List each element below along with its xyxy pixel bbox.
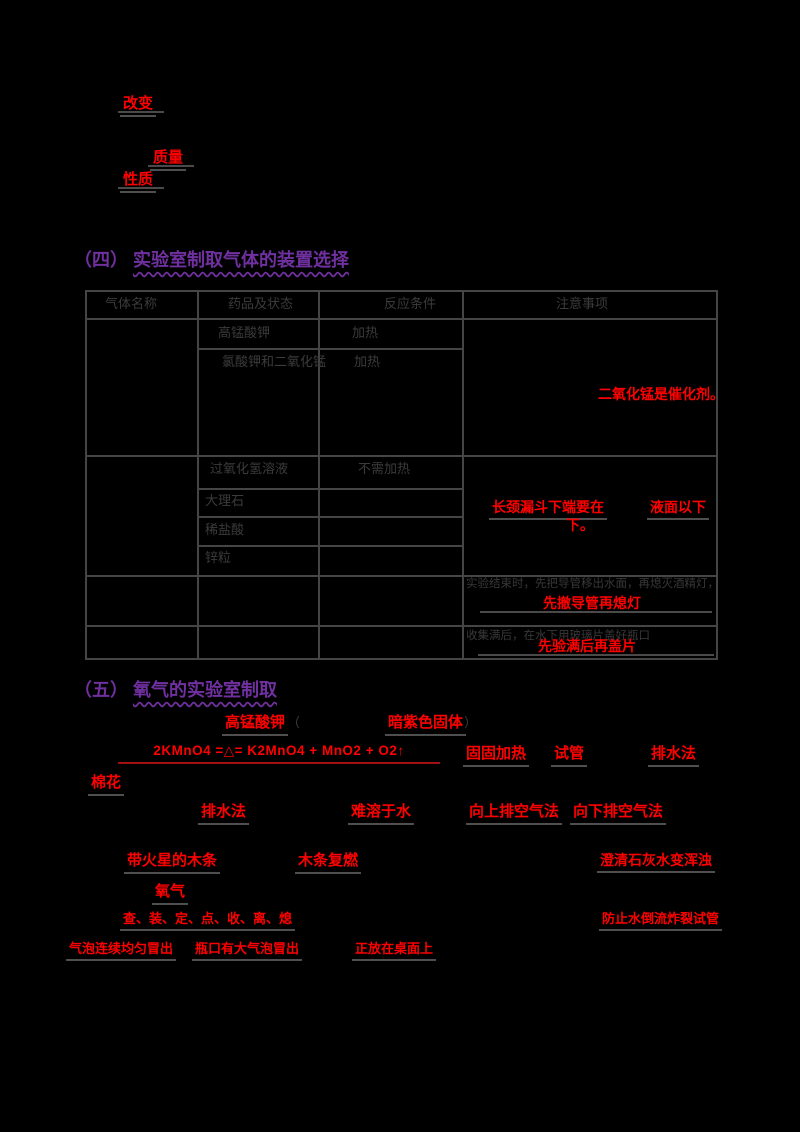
- note7-answer-1: 查、装、定、点、收、离、熄: [120, 908, 296, 931]
- note2-answer-2: 试管: [551, 742, 588, 767]
- cell-r2c2b: 大理石: [205, 493, 245, 508]
- note3-answer-1-text: 棉花: [88, 774, 125, 796]
- note8-answer-2-text: 瓶口有大气泡冒出: [192, 941, 303, 961]
- answer-r2c4-part3: 下。: [566, 517, 594, 533]
- note5-answer-1: 带火星的木条: [124, 849, 221, 874]
- note5-answer-1-text: 带火星的木条: [124, 852, 221, 874]
- note1-paren-close: ）: [464, 715, 478, 730]
- intro-blank-1: [118, 111, 164, 113]
- note5-answer-2-text: 木条复燃: [295, 852, 362, 874]
- note2-equation: 2KMnO4 =△= K2MnO4 + MnO2 + O2↑: [118, 742, 440, 764]
- intro-answer-2: 质量: [150, 146, 187, 171]
- table-header-col2: 药品及状态: [228, 296, 294, 311]
- cell-r1c3a: 加热: [352, 325, 379, 340]
- cell-r1c2a: 高锰酸钾: [218, 325, 271, 340]
- note2-answer-3: 排水法: [648, 742, 700, 767]
- section-heading-five: （五） 氧气的实验室制取: [74, 676, 277, 702]
- gas-preparation-table: [85, 290, 718, 660]
- note6-answer-1: 氧气: [152, 880, 189, 905]
- note3-answer-1: 棉花: [88, 771, 125, 796]
- table-header-col3: 反应条件: [384, 296, 437, 311]
- note5-answer-3: 澄清石灰水变浑浊: [597, 850, 715, 873]
- cell-r3c4-faint: 实验结束时，先把导管移出水面，再熄灭酒精灯，: [466, 578, 714, 590]
- note7-answer-2-text: 防止水倒流炸裂试管: [599, 911, 723, 931]
- note4-answer-2-text: 难溶于水: [348, 803, 415, 825]
- cell-r2c3a: 不需加热: [358, 461, 411, 476]
- note8-answer-1: 气泡连续均匀冒出: [66, 938, 177, 961]
- note5-answer-2: 木条复燃: [295, 849, 362, 874]
- note4-answer-3-text: 向上排空气法: [466, 803, 563, 825]
- table-col-line-3: [462, 290, 464, 660]
- note4-answer-2: 难溶于水: [348, 800, 415, 825]
- cell-r1c2b: 氯酸钾和二氧化锰: [222, 354, 327, 369]
- answer-r1c4: 二氧化锰是催化剂。: [598, 386, 724, 402]
- answer-r2c4-part1-text: 长颈漏斗下端要在: [489, 499, 607, 520]
- answer-r2c4-part1: 长颈漏斗下端要在: [489, 497, 607, 520]
- section-heading-four: （四） 实验室制取气体的装置选择: [74, 246, 349, 272]
- note2-answer-1-text: 固固加热: [463, 745, 530, 767]
- intro-answer-1-text: 改变: [120, 95, 157, 117]
- note8-answer-3-text: 正放在桌面上: [352, 941, 437, 961]
- table-subrow-line-2: [197, 488, 462, 490]
- table-row-line-3: [85, 625, 718, 627]
- note2-answer-2-text: 试管: [551, 745, 588, 767]
- note1-answer-2: 暗紫色固体: [385, 711, 467, 736]
- note7-answer-2: 防止水倒流炸裂试管: [599, 908, 723, 931]
- table-row-line-1: [85, 455, 718, 457]
- note4-answer-4-text: 向下排空气法: [570, 803, 667, 825]
- heading-five-title: 氧气的实验室制取: [133, 680, 278, 700]
- table-subrow-line-3: [197, 516, 462, 518]
- note1-answer-1: 高锰酸钾: [222, 711, 289, 736]
- note4-answer-1: 排水法: [198, 800, 250, 825]
- answer-r2c4-part2-text: 液面以下: [647, 499, 709, 520]
- table-subrow-line-1: [197, 348, 462, 350]
- note8-answer-2: 瓶口有大气泡冒出: [192, 938, 303, 961]
- note1-paren-open: （: [287, 715, 301, 730]
- table-row-line-header: [85, 318, 718, 320]
- note4-answer-4: 向下排空气法: [570, 800, 667, 825]
- note6-answer-1-text: 氧气: [152, 883, 189, 905]
- intro-blank-2: [148, 165, 194, 167]
- note4-answer-1-text: 排水法: [198, 803, 250, 825]
- cell-r2c2a: 过氧化氢溶液: [210, 461, 289, 476]
- note5-answer-3-text: 澄清石灰水变浑浊: [597, 852, 715, 873]
- cell-r1c3b: 加热: [354, 354, 381, 369]
- heading-four-title: 实验室制取气体的装置选择: [133, 250, 350, 270]
- answer-r4c4: 先验满后再盖片: [538, 638, 636, 654]
- note2-answer-1: 固固加热: [463, 742, 530, 767]
- note2-answer-3-text: 排水法: [648, 745, 700, 767]
- note7-answer-1-text: 查、装、定、点、收、离、熄: [120, 911, 296, 931]
- note1-answer-2-text: 暗紫色固体: [385, 714, 467, 736]
- answer-r3c4: 先撤导管再熄灯: [543, 595, 641, 611]
- heading-four-number: （四）: [74, 250, 128, 270]
- cell-r4c4-faint: 收集满后，在水下用玻璃片盖好瓶口: [466, 630, 650, 642]
- cell-r2c2c: 稀盐酸: [205, 522, 245, 537]
- answer-r2c4-part2: 液面以下: [647, 497, 709, 520]
- table-header-col1: 气体名称: [105, 296, 158, 311]
- table-row-line-2: [85, 575, 718, 577]
- note4-answer-3: 向上排空气法: [466, 800, 563, 825]
- intro-blank-3: [118, 187, 164, 189]
- answer-r3c4-blank-line: [480, 611, 712, 613]
- intro-answer-3-text: 性质: [120, 171, 157, 193]
- note2-equation-text: 2KMnO4 =△= K2MnO4 + MnO2 + O2↑: [118, 743, 440, 764]
- answer-r4c4-blank-line: [478, 654, 714, 656]
- table-subrow-line-4: [197, 545, 462, 547]
- note1-answer-1-text: 高锰酸钾: [222, 714, 289, 736]
- intro-answer-1: 改变: [120, 92, 157, 117]
- note8-answer-3: 正放在桌面上: [352, 938, 437, 961]
- table-header-col4: 注意事项: [556, 296, 609, 311]
- intro-answer-2-text: 质量: [150, 149, 187, 171]
- table-col-line-1: [197, 290, 199, 660]
- table-col-line-2: [318, 290, 320, 660]
- cell-r2c2d: 锌粒: [205, 550, 232, 565]
- note8-answer-1-text: 气泡连续均匀冒出: [66, 941, 177, 961]
- intro-answer-3: 性质: [120, 168, 157, 193]
- heading-five-number: （五）: [74, 680, 128, 700]
